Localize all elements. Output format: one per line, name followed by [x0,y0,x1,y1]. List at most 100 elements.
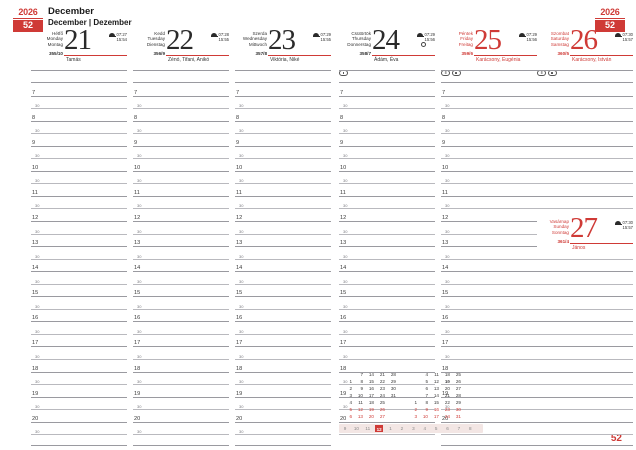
time-slot-row-half[interactable]: 30 [441,272,537,285]
time-slot-row-half[interactable]: 30 [235,222,331,235]
time-slot-row[interactable]: 8 [441,109,537,122]
time-slot-row-half[interactable]: 30 [31,322,127,335]
time-slot-row[interactable]: 19 [31,385,127,398]
time-slot-row-half[interactable]: 30 [235,122,331,135]
time-slot-row[interactable]: 15 [235,285,331,298]
time-slot-row[interactable]: 9 [133,134,229,147]
month-strip-item-active[interactable]: 12 [375,425,384,432]
month-strip-item[interactable]: 7 [457,426,461,431]
time-slot-row[interactable]: 11 [339,184,435,197]
time-slot-row-half[interactable]: 30 [31,147,127,160]
time-slot-row[interactable] [537,410,633,423]
time-slot-row-half[interactable]: 30 [235,423,331,436]
time-slot-row[interactable]: 16 [31,310,127,323]
time-slot-row-half[interactable]: 30 [441,147,537,160]
time-slot-row-half[interactable]: 30 [441,122,537,135]
mini-calendar-january-2027[interactable]: 4 11 18 25 5 12 19 26 6 13 20 27 7 14 21 28 1 8 15 22 29 2 9 16… [406,372,461,421]
time-slot-row-half[interactable]: 30 [133,172,229,185]
time-slot-row[interactable]: 18 [339,360,435,373]
time-slot-row-half[interactable]: 30 [31,247,127,260]
time-grid-24[interactable]: 7 30 8 30 9 30 10 30 11 30 12 30 13 30 14 30 15 30 16 30 17 3… [339,70,435,436]
time-slot-row[interactable]: 18 [133,360,229,373]
time-slot-row-half[interactable]: 30 [133,347,229,361]
time-slot-row[interactable]: 7 [31,84,127,97]
time-slot-row-half[interactable]: 30 [441,347,537,361]
time-slot-row[interactable]: 13 [133,235,229,248]
time-slot-row-half[interactable]: 30 [31,297,127,310]
time-slot-row[interactable]: 8 [133,109,229,122]
month-strip-item[interactable]: 5 [434,426,438,431]
month-strip-item[interactable]: 3 [412,426,415,431]
time-slot-row[interactable]: 19 [441,385,537,398]
time-slot-row-half[interactable]: 30 [235,272,331,285]
time-slot-row[interactable] [537,360,633,373]
time-slot-row-half[interactable] [537,373,633,386]
time-slot-row-half[interactable]: 30 [31,347,127,361]
time-slot-row[interactable] [537,310,633,323]
month-strip-item[interactable]: 11 [365,426,371,431]
time-slot-row-half[interactable]: 30 [235,373,331,386]
time-slot-row[interactable]: 11 [133,184,229,197]
time-slot-row-half[interactable]: 30 [133,147,229,160]
time-slot-row-half[interactable]: 30 [441,197,537,210]
time-slot-row[interactable]: 20 [31,410,127,423]
time-slot-row-half[interactable]: 30 [339,247,435,260]
time-slot-row-half[interactable]: 30 [339,398,435,411]
time-slot-row[interactable] [537,335,633,348]
time-slot-row[interactable]: 7 [235,84,331,97]
month-strip-item[interactable]: 4 [423,426,427,431]
time-slot-row-half[interactable]: 30 [339,122,435,135]
time-slot-row[interactable]: 12 [31,209,127,223]
time-slot-row-half[interactable] [537,347,633,361]
time-slot-row[interactable]: 13 [31,235,127,248]
time-slot-row[interactable]: 16 [441,310,537,323]
time-slot-row[interactable]: 7 [441,84,537,97]
time-slot-row-half[interactable]: 30 [339,322,435,335]
time-slot-row[interactable]: 13 [339,235,435,248]
time-slot-row[interactable]: 14 [441,260,537,273]
time-slot-row[interactable]: 11 [235,184,331,197]
time-slot-row[interactable]: 19 [235,385,331,398]
time-slot-row-half[interactable]: 30 [441,97,537,110]
time-slot-row[interactable]: 15 [133,285,229,298]
time-slot-row[interactable]: 19 [133,385,229,398]
time-slot-row-half[interactable]: 30 [441,322,537,335]
time-slot-row-half[interactable] [537,97,633,110]
time-slot-row-half[interactable]: 30 [339,97,435,110]
time-slot-row[interactable]: 17 [441,335,537,348]
time-slot-row[interactable] [537,285,633,298]
time-slot-row-half[interactable] [537,122,633,135]
time-slot-row[interactable]: 11 [441,184,537,197]
month-strip-item[interactable]: 8 [469,426,472,431]
time-slot-row[interactable]: 10 [441,159,537,172]
time-slot-row[interactable]: 17 [235,335,331,348]
time-slot-row[interactable]: 20 [441,410,537,423]
time-slot-row-half[interactable] [537,398,633,411]
time-slot-row-half[interactable]: 30 [31,122,127,135]
time-slot-row[interactable]: 15 [339,285,435,298]
time-slot-row[interactable]: 15 [441,285,537,298]
time-grid-22[interactable]: 7 30 8 30 9 30 10 30 11 30 12 30 13 30 14 30 15 30 16 30 17 3… [133,70,229,436]
time-slot-row[interactable]: 13 [441,235,537,248]
time-slot-row-half[interactable]: 30 [339,297,435,310]
time-slot-row-half[interactable] [537,247,633,260]
month-strip[interactable]: 9 10 11 12 1 2 3 4 5 6 7 8 [341,424,474,433]
time-slot-row-half[interactable]: 30 [31,222,127,235]
time-slot-row-half[interactable] [537,147,633,160]
time-slot-row-half[interactable]: 30 [235,347,331,361]
time-slot-row[interactable]: 10 [133,159,229,172]
time-slot-row[interactable] [537,385,633,398]
time-grid-25[interactable]: 7 30 8 30 9 30 10 30 11 30 12 30 13 30 14 30 15 30 16 30 17 3… [441,70,537,436]
time-slot-row-half[interactable]: 30 [31,373,127,386]
time-slot-row-half[interactable]: 30 [31,398,127,411]
time-slot-row[interactable]: 12 [133,209,229,223]
time-slot-row-half[interactable]: 30 [441,373,537,386]
time-slot-row[interactable] [537,109,633,122]
time-slot-row-half[interactable] [537,272,633,285]
time-slot-row[interactable]: 7 [133,84,229,97]
time-slot-row[interactable]: 9 [339,134,435,147]
time-slot-row[interactable]: 8 [235,109,331,122]
time-slot-row-half[interactable]: 30 [133,97,229,110]
time-slot-row-half[interactable]: 30 [441,172,537,185]
time-slot-row-half[interactable]: 30 [339,347,435,361]
